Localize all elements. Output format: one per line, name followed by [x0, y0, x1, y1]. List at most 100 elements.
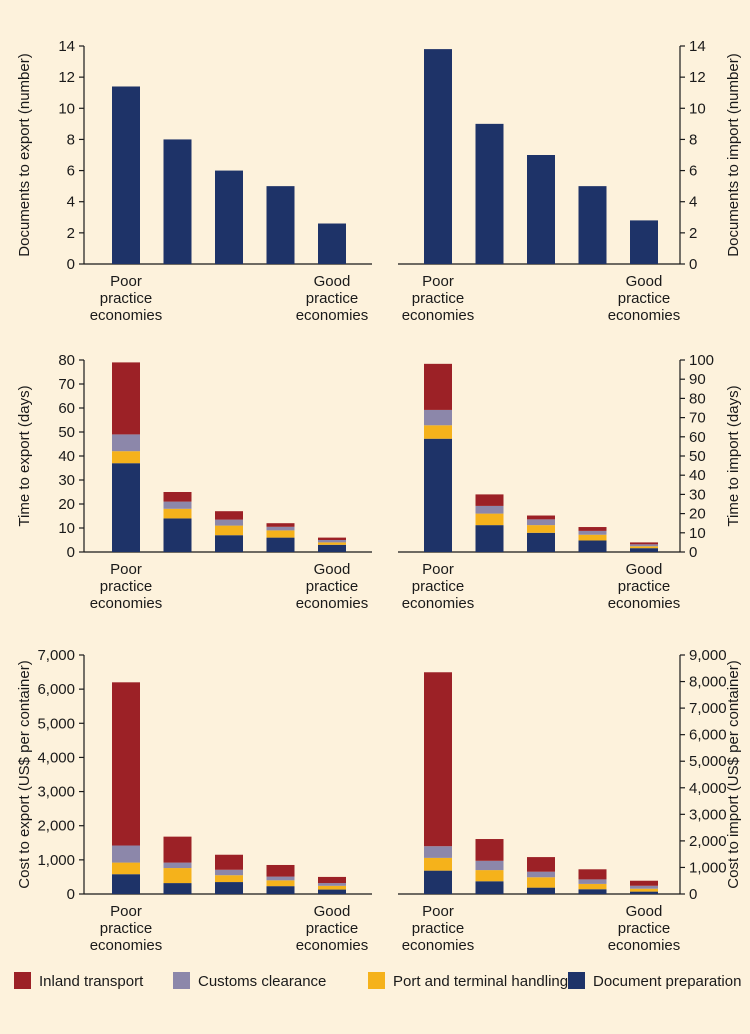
legend: Inland transport Customs clearance Port an…	[14, 972, 741, 990]
cost-export-bar-inland	[112, 682, 140, 846]
cost-export-bar-document	[163, 883, 192, 894]
cost-export-tick-label: 6,000	[37, 681, 75, 698]
cost-import-axis-title: Cost to import (US$ per container)	[725, 660, 742, 888]
cost-import-tick-label: 8,000	[689, 674, 727, 691]
time-import-category-label-last: Good practice economies	[608, 561, 681, 612]
time-export-tick-label: 60	[58, 400, 75, 417]
time-import-bar-document	[527, 532, 555, 552]
docs-import-bar	[527, 155, 555, 264]
docs-import-chart: 0 2 4 6 8 10 12 14 Documents to import (number) P…	[398, 38, 742, 324]
cost-import-bar-customs	[527, 871, 555, 878]
docs-import-axis-title: Documents to import (number)	[725, 53, 742, 256]
time-export-bar-document	[163, 518, 192, 552]
cost-import-bar-document	[630, 891, 658, 894]
time-import-tick-label: 0	[689, 544, 697, 561]
time-export-axis-title: Time to export (days)	[16, 385, 33, 526]
time-import-bar-port	[424, 425, 452, 439]
cost-export-tick-label: 2,000	[37, 818, 75, 835]
cost-export-bar-customs	[112, 845, 140, 863]
time-export-bar-customs	[318, 540, 346, 543]
time-import-tick-label: 40	[689, 467, 706, 484]
cost-export-bar-customs	[318, 883, 346, 886]
time-import-chart: 0 10 20 30 40 50 60 70 80 90 100 Time to import (da…	[398, 352, 742, 612]
cost-export-axis-title: Cost to export (US$ per container)	[16, 660, 33, 888]
docs-export-tick-label: 8	[67, 131, 75, 148]
cost-import-bar-port	[630, 888, 658, 892]
time-import-bar-customs	[475, 505, 504, 514]
cost-import-bar-port	[475, 870, 504, 882]
cost-import-bar-customs	[630, 885, 658, 889]
legend-label-document: Document preparation	[593, 973, 741, 990]
cost-export-tick-label: 1,000	[37, 852, 75, 869]
time-export-tick-label: 70	[58, 376, 75, 393]
cost-import-bar-port	[527, 877, 555, 888]
cost-export-tick-label: 7,000	[37, 647, 75, 664]
time-export-bar-inland	[112, 362, 140, 435]
cost-export-tick-label: 5,000	[37, 715, 75, 732]
time-import-bar-customs	[424, 409, 452, 426]
time-import-tick-label: 20	[689, 506, 706, 523]
time-export-tick-label: 30	[58, 472, 75, 489]
cost-export-category-label-last: Good practice economies	[296, 903, 369, 954]
docs-import-tick-label: 6	[689, 163, 697, 180]
legend-label-port: Port and terminal handling	[393, 973, 568, 990]
docs-import-bar	[475, 123, 504, 264]
time-export-bar-inland	[163, 492, 192, 502]
time-import-bar-document	[578, 540, 607, 552]
cost-import-bar-document	[527, 887, 555, 894]
cost-export-bar-document	[215, 882, 243, 894]
time-import-bar-inland	[527, 515, 555, 520]
cost-export-bar-document	[112, 874, 140, 894]
time-import-tick-label: 80	[689, 390, 706, 407]
time-import-tick-label: 90	[689, 371, 706, 388]
cost-import-tick-label: 1,000	[689, 859, 727, 876]
time-import-bar-inland	[475, 494, 504, 506]
legend-label-inland: Inland transport	[39, 973, 144, 990]
cost-export-bar-inland	[266, 864, 295, 877]
docs-import-bar	[424, 49, 452, 264]
cost-import-tick-label: 2,000	[689, 833, 727, 850]
docs-import-tick-label: 10	[689, 100, 706, 117]
docs-import-bar	[630, 220, 658, 264]
docs-import-tick-label: 2	[689, 225, 697, 242]
time-import-tick-label: 50	[689, 448, 706, 465]
docs-export-axis-title: Documents to export (number)	[16, 53, 33, 256]
time-import-bar-document	[475, 525, 504, 552]
time-export-bar-document	[215, 535, 243, 552]
cost-import-bar-inland	[424, 672, 452, 847]
legend-swatch-inland	[14, 972, 31, 989]
cost-export-bar-port	[112, 862, 140, 875]
docs-export-bar	[112, 86, 140, 264]
time-export-bar-customs	[112, 434, 140, 452]
time-export-bar-document	[266, 537, 295, 552]
time-import-bar-inland	[578, 527, 607, 531]
time-import-bar-port	[578, 534, 607, 541]
time-export-bar-customs	[266, 526, 295, 531]
cost-import-bar-inland	[527, 857, 555, 872]
cost-import-bar-document	[475, 881, 504, 894]
cost-import-bar-port	[424, 857, 452, 871]
time-export-bar-port	[266, 530, 295, 538]
cost-export-tick-label: 4,000	[37, 749, 75, 766]
cost-export-bar-inland	[163, 836, 192, 863]
time-export-bar-inland	[318, 537, 346, 540]
time-export-bar-customs	[215, 519, 243, 526]
cost-export-tick-label: 3,000	[37, 784, 75, 801]
time-export-bar-customs	[163, 501, 192, 509]
legend-swatch-port	[368, 972, 385, 989]
time-import-bar-port	[475, 513, 504, 526]
cost-import-bar-inland	[475, 839, 504, 861]
time-import-bar-customs	[578, 530, 607, 535]
time-import-axis-title: Time to import (days)	[725, 385, 742, 526]
docs-export-category-label-last: Good practice economies	[296, 273, 369, 324]
cost-export-bar-customs	[266, 876, 295, 881]
cost-export-chart: 0 1,000 2,000 3,000 4,000 5,000 6,000 7,000Cost…	[16, 647, 372, 954]
cost-export-bar-port	[163, 868, 192, 884]
docs-import-tick-label: 4	[689, 194, 697, 211]
cost-import-tick-label: 6,000	[689, 727, 727, 744]
time-export-bar-port	[112, 451, 140, 464]
time-export-bar-document	[112, 463, 140, 552]
time-export-tick-label: 40	[58, 448, 75, 465]
time-export-tick-label: 0	[67, 544, 75, 561]
docs-import-tick-label: 12	[689, 69, 706, 86]
